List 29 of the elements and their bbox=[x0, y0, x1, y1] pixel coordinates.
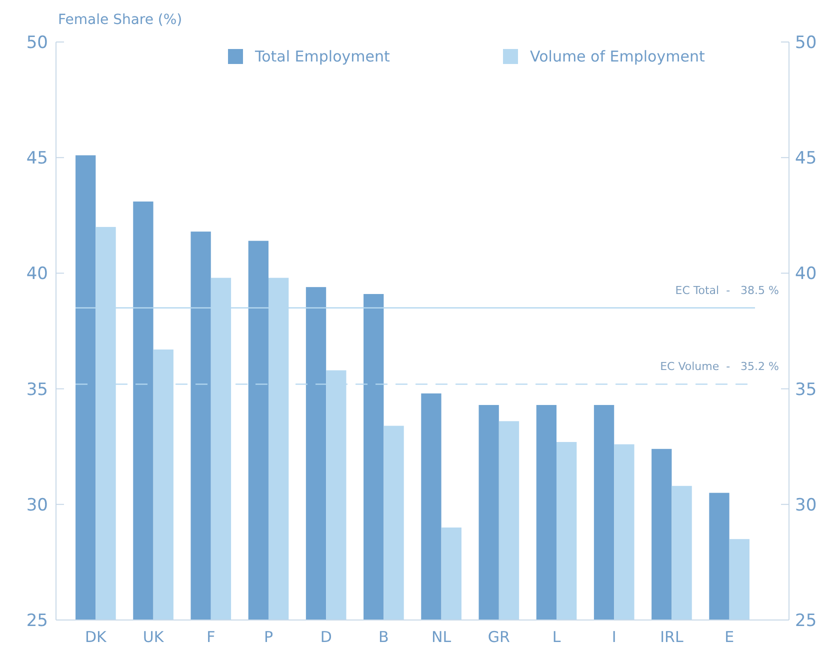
y-tick-label: 45 bbox=[26, 148, 48, 169]
x-tick-label: NL bbox=[432, 628, 452, 646]
y2-tick-label: 35 bbox=[795, 380, 817, 400]
y-tick-label: 50 bbox=[26, 32, 48, 53]
x-tick-label: IRL bbox=[660, 628, 684, 646]
x-tick-label: I bbox=[612, 628, 616, 646]
x-tick-label: B bbox=[378, 628, 389, 646]
ref-line-label: EC Volume - 35.2 % bbox=[660, 360, 779, 374]
y2-tick-label: 45 bbox=[795, 148, 817, 169]
x-tick-label: E bbox=[724, 628, 734, 646]
ref-line-label: EC Total - 38.5 % bbox=[675, 284, 779, 297]
y2-tick-label: 40 bbox=[795, 264, 817, 284]
y-tick-label: 30 bbox=[26, 495, 48, 516]
x-tick-label: UK bbox=[142, 628, 165, 646]
x-tick-label: P bbox=[264, 628, 274, 646]
y2-tick-label: 25 bbox=[795, 610, 817, 631]
x-tick-label: GR bbox=[488, 628, 510, 646]
y-tick-label: 25 bbox=[26, 610, 48, 631]
y-tick-label: 35 bbox=[26, 380, 48, 400]
y-axis-title: Female Share (%) bbox=[58, 12, 182, 28]
legend-label: Volume of Employment bbox=[530, 48, 705, 66]
x-tick-label: L bbox=[552, 628, 562, 646]
y-tick-label: 40 bbox=[26, 264, 48, 284]
x-tick-label: F bbox=[206, 628, 216, 646]
y2-tick-label: 30 bbox=[795, 495, 817, 516]
x-tick-label: D bbox=[320, 628, 332, 646]
legend-label: Total Employment bbox=[254, 48, 390, 66]
x-tick-label: DK bbox=[84, 628, 108, 646]
y2-tick-label: 50 bbox=[795, 32, 817, 53]
